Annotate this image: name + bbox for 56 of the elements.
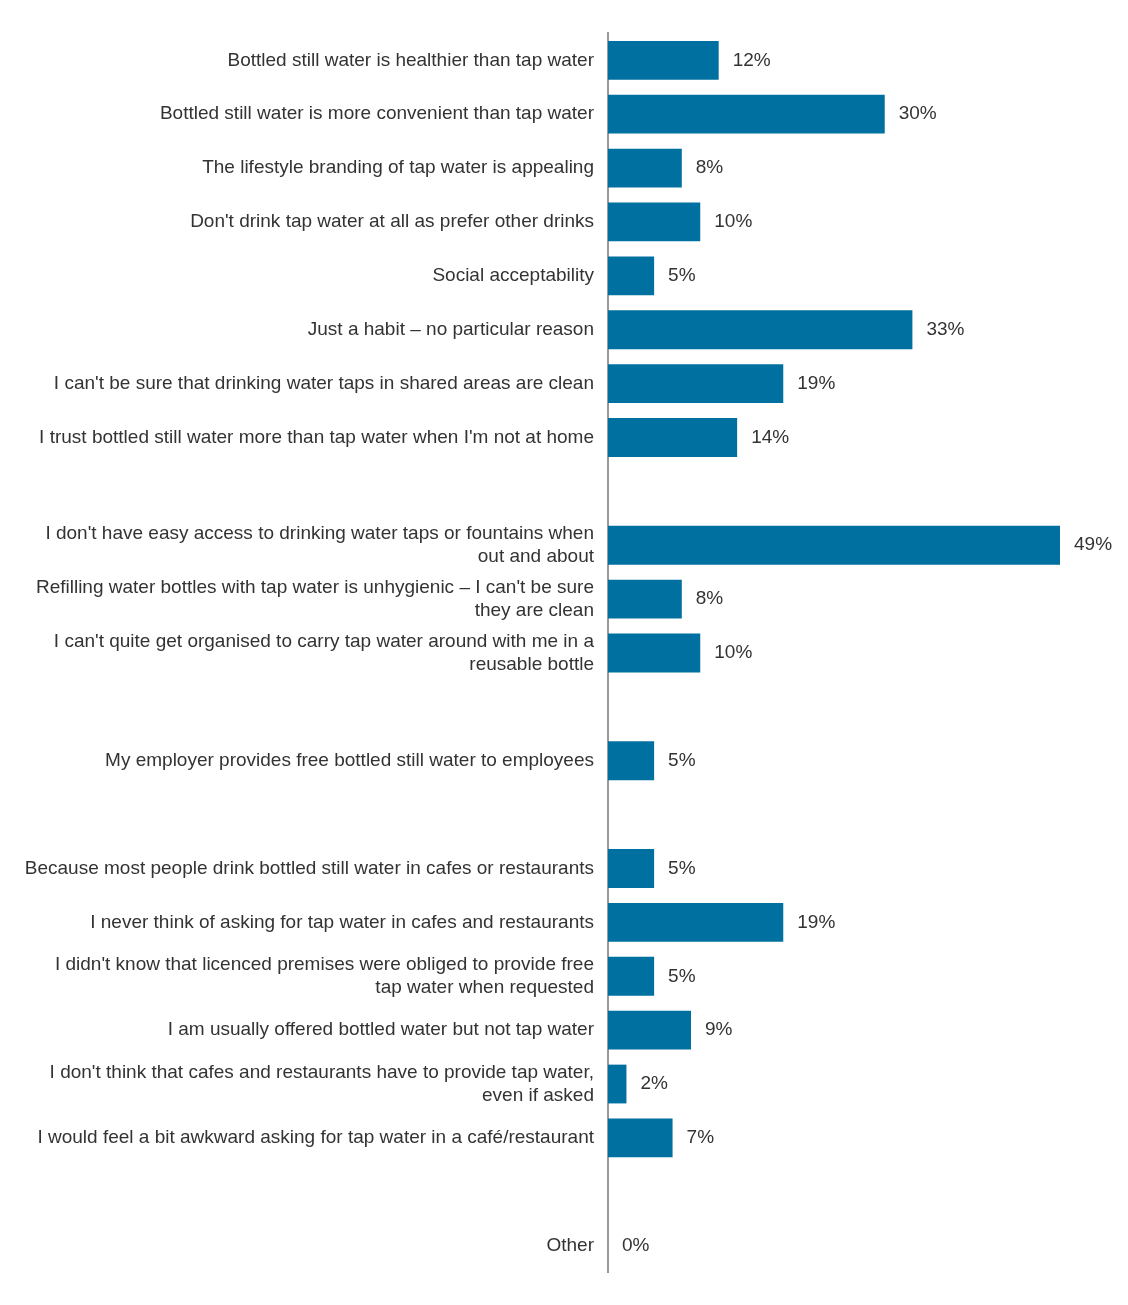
data-label: 5% <box>668 856 696 878</box>
data-label: 2% <box>640 1072 669 1094</box>
data-label: 5% <box>668 748 696 770</box>
bar <box>608 903 784 942</box>
data-label: 10% <box>714 210 753 232</box>
data-label: 7% <box>686 1126 715 1148</box>
data-label: 33% <box>926 317 965 339</box>
y-tick-label: Just a habit – no particular reason <box>307 317 594 339</box>
data-label: 5% <box>668 964 696 986</box>
data-label: 9% <box>705 1018 733 1040</box>
data-label: 12% <box>732 48 771 70</box>
bar <box>608 579 682 619</box>
bar <box>608 256 655 296</box>
y-tick-label: I never think of asking for tap water in cafes and restaurants <box>90 910 594 932</box>
y-tick-label: I can't be sure that drinking water taps in shared areas are clean <box>53 371 594 393</box>
bar <box>608 310 913 350</box>
bar <box>608 202 701 242</box>
y-tick-label: I am usually offered bottled water but not tap water <box>167 1018 595 1040</box>
y-tick-label: Refilling water bottles with tap water is unhygienic – I can't be sure they are clean <box>35 575 594 620</box>
bar <box>608 1010 692 1050</box>
y-tick-label: I can't quite get organised to carry tap water around with me in a reusable bottle <box>53 629 595 674</box>
y-tick-label: My employer provides free bottled still water to employees <box>105 748 594 770</box>
y-tick-label: I trust bottled still water more than tap water when I'm not at home <box>39 425 594 447</box>
bar <box>608 94 885 134</box>
y-tick-label: Because most people drink bottled still water in cafes or restaurants <box>24 856 594 878</box>
y-tick-label: I don't think that cafes and restaurants have to provide tap water, even if asked <box>49 1060 594 1105</box>
bar <box>608 418 738 457</box>
y-tick-label: Social acceptability <box>432 264 595 286</box>
y-tick-label: I didn't know that licenced premises were obliged to provide free tap water when requested <box>54 953 594 997</box>
y-tick-label: I would feel a bit awkward asking for tap water in a café/restaurant <box>37 1126 595 1148</box>
bar <box>608 40 719 80</box>
bar <box>608 148 682 188</box>
bar <box>608 1118 673 1158</box>
bar <box>608 956 655 996</box>
y-tick-label: Don't drink tap water at all as prefer other drinks <box>190 210 594 232</box>
bar <box>608 364 784 404</box>
bar <box>608 633 701 673</box>
data-label: 30% <box>898 102 937 124</box>
data-label: 49% <box>1074 533 1113 555</box>
y-tick-label: Other <box>546 1233 595 1255</box>
data-label: 19% <box>797 910 836 932</box>
y-tick-label: I don't have easy access to drinking water taps or fountains when out and about <box>45 522 595 566</box>
y-tick-label: Bottled still water is more convenient than tap water <box>159 102 595 124</box>
bar <box>608 849 655 888</box>
bar <box>608 741 655 781</box>
data-label: 5% <box>668 264 696 286</box>
y-tick-label: The lifestyle branding of tap water is appealing <box>202 156 594 178</box>
data-label: 14% <box>751 425 790 447</box>
data-label: 0% <box>622 1233 650 1255</box>
data-label: 8% <box>695 156 724 178</box>
bar <box>608 525 1060 565</box>
data-label: 10% <box>714 641 753 663</box>
bar <box>608 1064 627 1104</box>
y-tick-label: Bottled still water is healthier than tap water <box>227 48 595 70</box>
data-label: 19% <box>797 371 836 393</box>
data-label: 8% <box>695 587 724 609</box>
